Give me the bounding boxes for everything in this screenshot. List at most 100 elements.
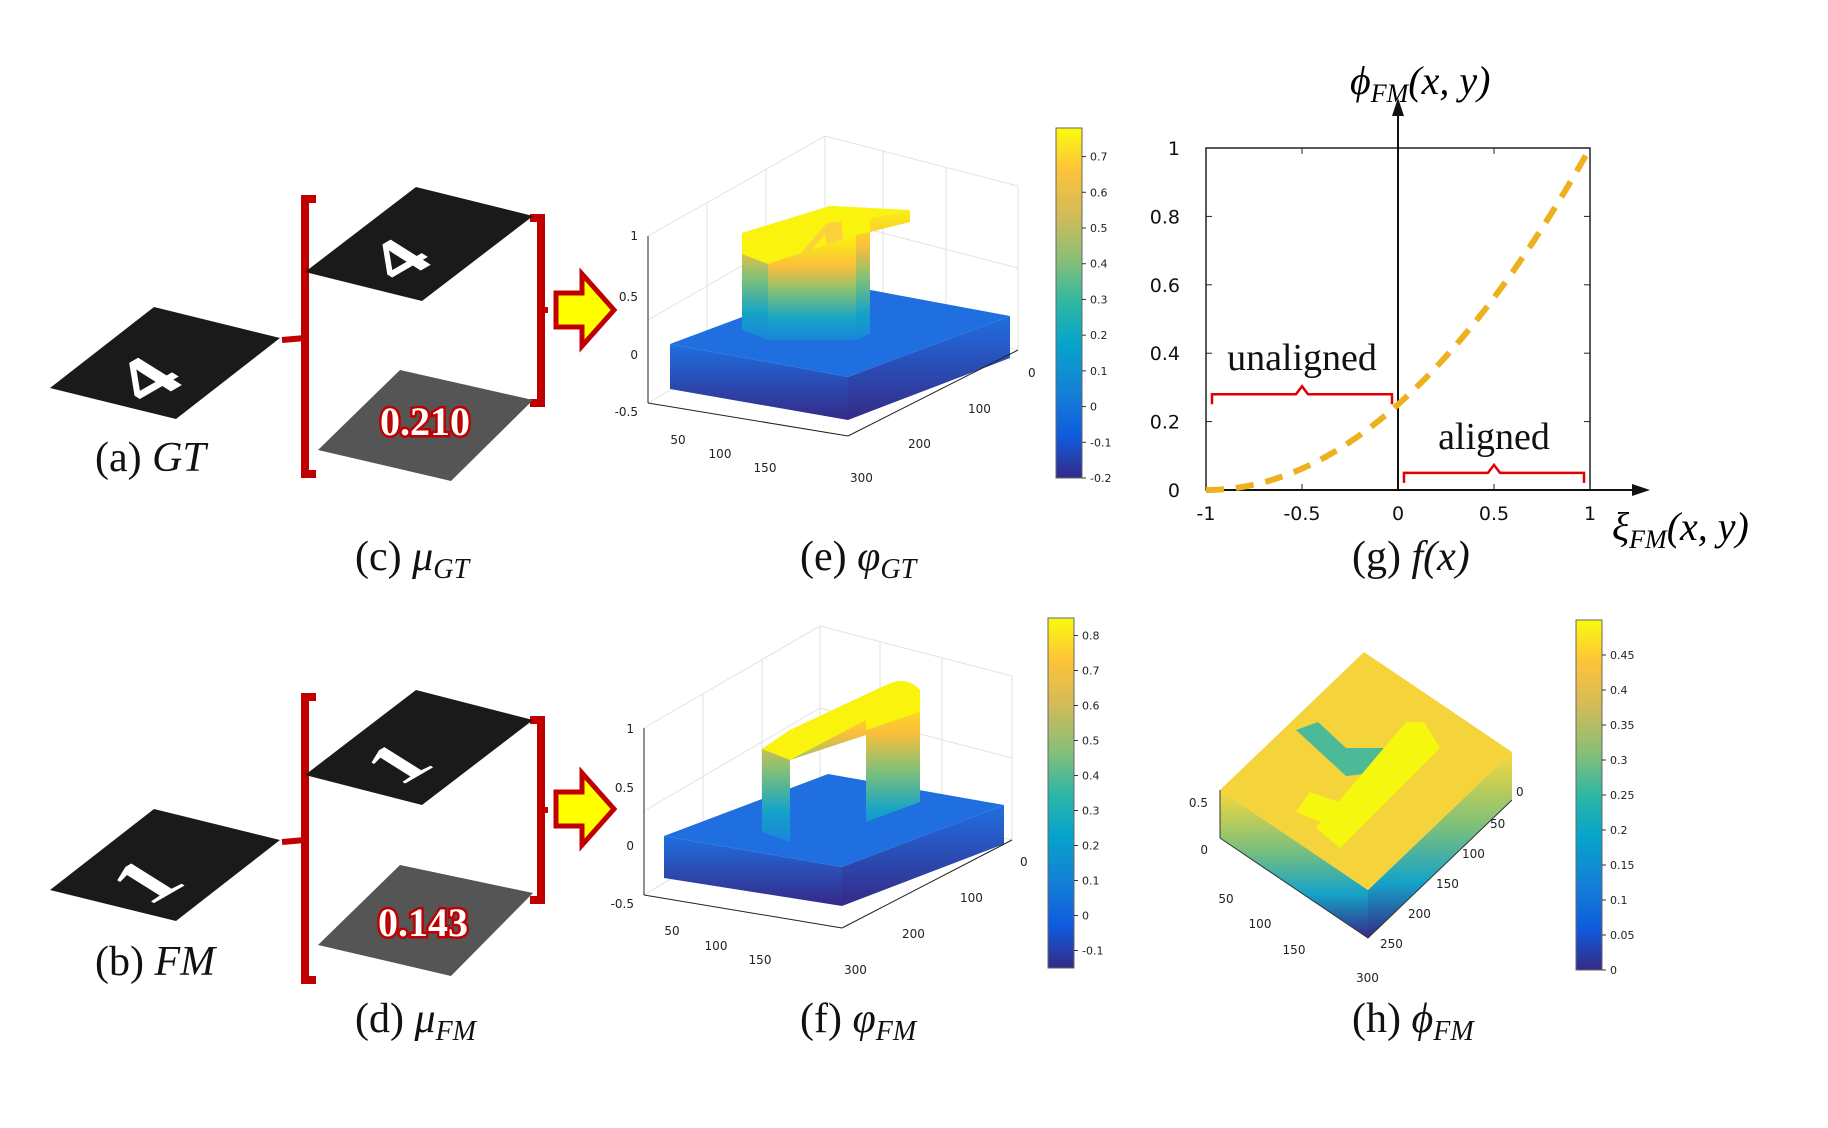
colorbar-tick-label: -0.1 xyxy=(1082,945,1103,958)
surface-h-y-tick: 250 xyxy=(1380,937,1403,951)
chart-g-y-tick-label: 0.2 xyxy=(1150,412,1180,434)
colorbar-tick-label: 0.05 xyxy=(1610,929,1635,942)
caption-b: (b) FM xyxy=(95,939,217,985)
surface-e-x-axis xyxy=(647,402,849,437)
surface-e-pillar-stem xyxy=(768,235,856,340)
chart-g-y-tick-label: 0.4 xyxy=(1150,343,1180,365)
colorbar-tick-label: 0.6 xyxy=(1090,186,1108,199)
colorbar-tick-label: 0.3 xyxy=(1610,754,1628,767)
colorbar-tick-label: 0.1 xyxy=(1090,365,1108,378)
surface-f-x-axis xyxy=(643,894,843,929)
chart-g-y-tick-label: 0 xyxy=(1168,480,1180,502)
colorbar-tick-label: 0.2 xyxy=(1610,824,1628,837)
surface-h-z-tick: 0 xyxy=(1200,843,1208,857)
surface-h-axes xyxy=(1219,790,1513,939)
arrow-right-bottom xyxy=(553,766,618,852)
chart-g-annotation-label: unaligned xyxy=(1227,337,1377,379)
surface-f-base-side xyxy=(842,805,1004,906)
surface-h-z-tick: 0.5 xyxy=(1189,796,1208,810)
colorbar-tick-label: 0.7 xyxy=(1090,151,1108,164)
surface-e-z-tick: -0.5 xyxy=(615,405,638,419)
surface-h-y-tick: 0 xyxy=(1516,785,1524,799)
surface-e-pillar-top xyxy=(742,206,910,264)
surface-h-y-tick: 300 xyxy=(1356,971,1379,985)
surface-h-x-tick: 50 xyxy=(1218,892,1233,906)
surface-e-base-side xyxy=(848,316,1010,420)
surface-plot-e: 4 1 0.5 0 -0.5 50 100 150 0 100 200 300 … xyxy=(615,127,1111,485)
chart-g-series-line xyxy=(1205,146,1593,493)
chart-g-x-tick-label: -1 xyxy=(1197,503,1216,525)
surface-e-y-tick: 100 xyxy=(968,402,991,416)
surface-f-z-tick: 1 xyxy=(626,722,634,736)
surface-f-y-axis xyxy=(841,839,1013,929)
surface-e-y-axis xyxy=(847,349,1019,437)
surface-e-base-front xyxy=(670,344,848,420)
left-bracket-top xyxy=(301,195,316,478)
right-bracket-bottom xyxy=(530,716,545,904)
chart-g-annotation-label: aligned xyxy=(1438,416,1550,458)
colorbar-tick-label: 0.4 xyxy=(1082,770,1100,783)
colorbar-tick-label: 0.6 xyxy=(1082,700,1100,713)
gt-tile-plane xyxy=(50,307,280,419)
colorbar-tick-label: 0.1 xyxy=(1610,894,1628,907)
colorbar-tick-label: 0.4 xyxy=(1090,258,1108,271)
chart-g-y-label: ϕFM(x, y) xyxy=(1350,58,1490,108)
chart-g-y-tick-label: 1 xyxy=(1168,138,1180,160)
surface-f-z-tick: 0.5 xyxy=(615,781,634,795)
surface-f-y-tick: 300 xyxy=(844,963,867,977)
gt-binary-tile xyxy=(305,187,533,301)
colorbar-tick-label: 0.4 xyxy=(1610,684,1628,697)
bracket-tick-bottom xyxy=(281,837,306,845)
fm-mean-value: 0.143 xyxy=(378,900,468,945)
surface-h-y-tick: 50 xyxy=(1490,817,1505,831)
bracket-group-gt: 4 0.210 xyxy=(281,187,548,481)
surface-h-y-tick: 100 xyxy=(1462,847,1485,861)
caption-g: (g) f(x) xyxy=(1352,534,1470,580)
colorbar-tick-label: -0.1 xyxy=(1090,436,1111,449)
surface-f-z-tick: 0 xyxy=(626,839,634,853)
surface-f-y-tick: 200 xyxy=(902,927,925,941)
fm-binary-tile xyxy=(305,690,533,805)
caption-h: (h) ϕFM xyxy=(1352,996,1475,1047)
colorbar-tick-label: 0.5 xyxy=(1090,222,1108,235)
surface-e-x-tick: 100 xyxy=(709,447,732,461)
chart-g-x-tick-label: -0.5 xyxy=(1283,503,1320,525)
surface-e-colorbar-ticks: 0.7 0.6 0.5 0.4 0.3 0.2 0.1 0 -0.1 -0.2 xyxy=(1082,151,1111,485)
chart-g-ticks: -1 -0.5 0 0.5 1 0 0.2 0.4 0.6 0.8 1 xyxy=(1150,138,1596,525)
surface-f-base-front xyxy=(664,836,842,906)
surface-e-x-tick: 50 xyxy=(670,433,685,447)
caption-f: (f) φFM xyxy=(800,996,918,1047)
colorbar-tick-label: 0.1 xyxy=(1082,875,1100,888)
bracket-group-fm: 1 0.143 xyxy=(281,690,548,984)
surface-e-z-tick: 1 xyxy=(630,229,638,243)
chart-g-x-tick-label: 1 xyxy=(1584,503,1596,525)
colorbar-tick-label: -0.2 xyxy=(1090,472,1111,485)
chart-g-annotations: unaligned aligned xyxy=(1210,337,1586,483)
colorbar-tick-label: 0 xyxy=(1082,910,1089,923)
tile-gt: 4 xyxy=(50,307,280,419)
surface-e-y-tick: 300 xyxy=(850,471,873,485)
surface-h-y-tick: 150 xyxy=(1436,877,1459,891)
bracket-tick-top xyxy=(281,335,306,343)
surface-plot-f: 1 0.5 0 -0.5 50 100 150 0 100 200 300 0.… xyxy=(611,617,1103,977)
colorbar-tick-label: 0.2 xyxy=(1082,840,1100,853)
arrow-right-top xyxy=(553,267,618,353)
colorbar-tick-label: 0.35 xyxy=(1610,719,1635,732)
fm-tile-plane xyxy=(50,809,280,921)
chart-g-x-tick-label: 0.5 xyxy=(1479,503,1509,525)
surface-h-right-side xyxy=(1368,752,1512,938)
surface-e-x-tick: 150 xyxy=(754,461,777,475)
surface-f-z-tick: -0.5 xyxy=(611,897,634,911)
chart-g-brace xyxy=(1210,384,1394,405)
gt-mean-tile xyxy=(318,370,533,481)
colorbar-tick-label: 0.25 xyxy=(1610,789,1635,802)
chart-g-x-label: ξFM(x, y) xyxy=(1612,504,1749,554)
surface-f-x-tick: 50 xyxy=(664,924,679,938)
surface-h-y-tick: 200 xyxy=(1408,907,1431,921)
surface-f-colorbar-ticks: 0.8 0.7 0.6 0.5 0.4 0.3 0.2 0.1 0 -0.1 xyxy=(1074,630,1103,958)
surface-e-z-tick: 0 xyxy=(630,348,638,362)
caption-d: (d) μFM xyxy=(355,996,478,1047)
colorbar-tick-label: 0.3 xyxy=(1082,805,1100,818)
surface-h-x-tick: 100 xyxy=(1249,917,1272,931)
